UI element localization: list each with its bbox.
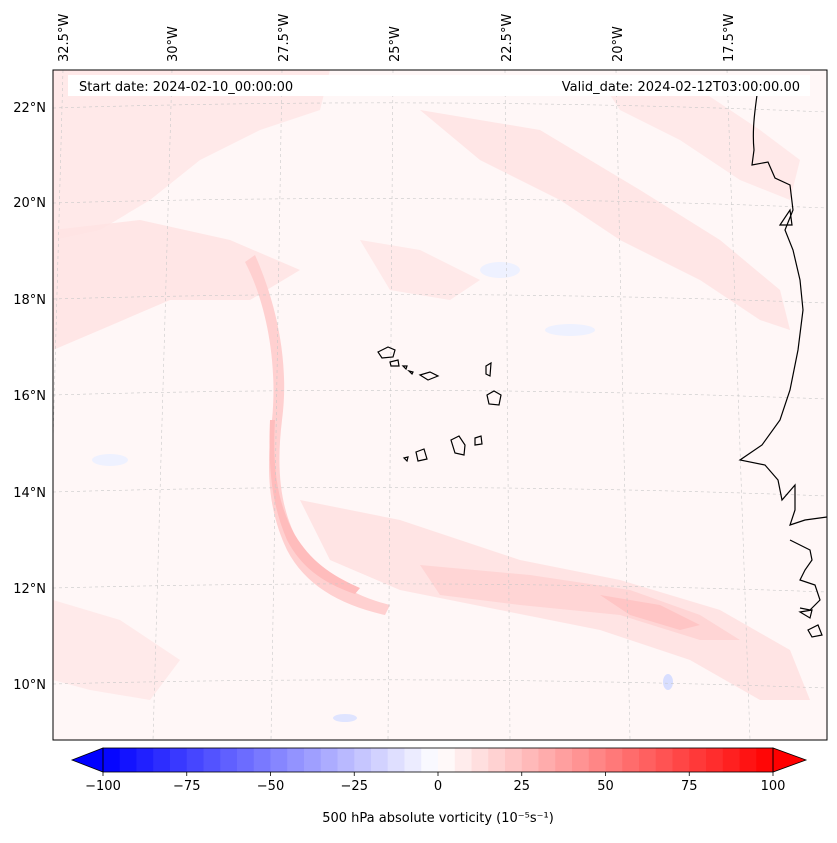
lon-label: 27.5°W <box>277 14 292 62</box>
colorbar-cell <box>639 748 657 772</box>
lon-label: 32.5°W <box>57 14 72 62</box>
colorbar-cell <box>287 748 305 772</box>
lat-label: 12°N <box>13 582 46 597</box>
colorbar-tick-label: −25 <box>341 779 368 794</box>
colorbar-tick-label: 75 <box>681 779 698 794</box>
colorbar-tick-label: −75 <box>173 779 200 794</box>
colorbar-cell <box>655 748 673 772</box>
colorbar-cells <box>103 748 774 772</box>
colorbar-cell <box>622 748 640 772</box>
colorbar-cell <box>689 748 707 772</box>
lon-label: 22.5°W <box>500 14 515 62</box>
colorbar-cell <box>672 748 690 772</box>
colorbar-tick-label: −50 <box>257 779 284 794</box>
colorbar-cell <box>119 748 137 772</box>
colorbar-cell <box>320 748 338 772</box>
colorbar-label: 500 hPa absolute vorticity (10⁻⁵s⁻¹) <box>322 811 554 826</box>
vorticity-field <box>53 70 810 700</box>
longitude-labels: 32.5°W 30°W 27.5°W 25°W 22.5°W 20°W 17.5… <box>57 14 737 62</box>
colorbar-cell <box>739 748 757 772</box>
colorbar-min-extend <box>70 747 104 773</box>
colorbar-cell <box>756 748 774 772</box>
latitude-labels: 22°N 20°N 18°N 16°N 14°N 12°N 10°N <box>13 101 46 693</box>
map-panel: Start date: 2024-02-10_00:00:00 Valid_da… <box>53 70 827 740</box>
lon-label: 30°W <box>166 26 181 62</box>
colorbar-max-extend <box>772 747 808 773</box>
lon-label: 25°W <box>388 26 403 62</box>
start-date: Start date: 2024-02-10_00:00:00 <box>79 80 293 95</box>
colorbar: −100 −75 −50 −25 0 25 50 75 100 500 hPa absolute… <box>70 747 808 826</box>
colorbar-cell <box>471 748 489 772</box>
colorbar-cell <box>337 748 355 772</box>
colorbar-cell <box>203 748 221 772</box>
colorbar-cell <box>186 748 204 772</box>
colorbar-cell <box>237 748 255 772</box>
valid-date: Valid_date: 2024-02-12T03:00:00.00 <box>562 80 800 95</box>
gridlines <box>53 70 827 740</box>
colorbar-cell <box>706 748 724 772</box>
colorbar-cell <box>722 748 740 772</box>
colorbar-tick-label: 0 <box>434 779 442 794</box>
vorticity-streak <box>245 255 390 615</box>
lon-label: 17.5°W <box>722 14 737 62</box>
colorbar-cell <box>505 748 523 772</box>
lat-label: 16°N <box>13 389 46 404</box>
colorbar-cell <box>421 748 439 772</box>
negative-patches <box>92 262 673 722</box>
lat-label: 20°N <box>13 196 46 211</box>
title-backdrop <box>68 75 810 96</box>
colorbar-cell <box>136 748 154 772</box>
map-frame <box>52 69 828 741</box>
colorbar-cell <box>371 748 389 772</box>
colorbar-cell <box>220 748 238 772</box>
lat-label: 22°N <box>13 101 46 116</box>
colorbar-cell <box>538 748 556 772</box>
colorbar-cell <box>253 748 271 772</box>
colorbar-cell <box>605 748 623 772</box>
colorbar-cell <box>588 748 606 772</box>
colorbar-cell <box>454 748 472 772</box>
colorbar-tick-label: −100 <box>85 779 121 794</box>
lat-label: 18°N <box>13 293 46 308</box>
colorbar-cell <box>572 748 590 772</box>
cape-verde-islands <box>377 346 502 463</box>
colorbar-cell <box>103 748 121 772</box>
colorbar-cell <box>488 748 506 772</box>
colorbar-cell <box>153 748 171 772</box>
colorbar-cell <box>438 748 456 772</box>
colorbar-cell <box>387 748 405 772</box>
lat-label: 14°N <box>13 486 46 501</box>
colorbar-ticks: −100 −75 −50 −25 0 25 50 75 100 <box>85 772 785 794</box>
lon-label: 20°W <box>611 26 626 62</box>
colorbar-tick-label: 25 <box>513 779 530 794</box>
coastline <box>738 94 827 638</box>
colorbar-tick-label: 50 <box>597 779 614 794</box>
colorbar-cell <box>354 748 372 772</box>
colorbar-cell <box>555 748 573 772</box>
colorbar-cell <box>404 748 422 772</box>
colorbar-cell <box>304 748 322 772</box>
colorbar-cell <box>270 748 288 772</box>
colorbar-cell <box>170 748 188 772</box>
colorbar-tick-label: 100 <box>761 779 786 794</box>
colorbar-cell <box>521 748 539 772</box>
lat-label: 10°N <box>13 678 46 693</box>
